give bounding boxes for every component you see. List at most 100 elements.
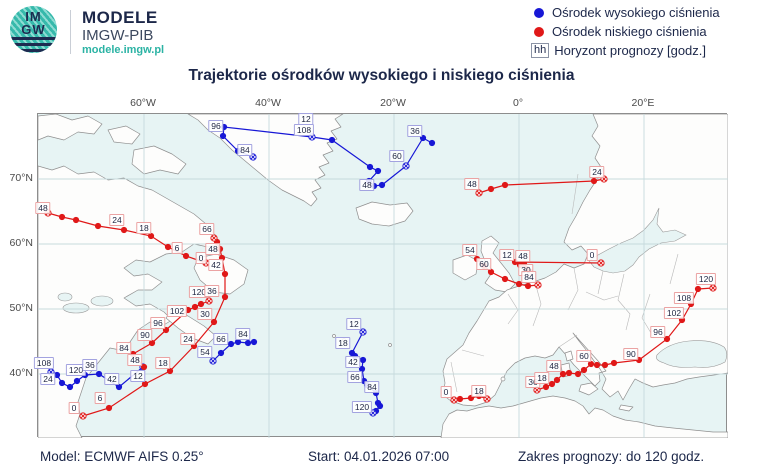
track-point	[378, 181, 386, 189]
track-point	[501, 181, 509, 189]
track-point	[487, 185, 495, 193]
footer-model: Model: ECMWF AIFS 0.25°	[40, 449, 204, 464]
brand-url-link[interactable]: modele.imgw.pl	[82, 44, 165, 56]
cross-mark-icon	[370, 410, 376, 416]
track-point	[694, 285, 702, 293]
brand-divider	[70, 10, 71, 54]
track-point	[234, 338, 242, 346]
track-point	[548, 380, 556, 388]
basemap	[38, 114, 728, 438]
track-point	[480, 262, 488, 270]
footer-start: Start: 04.01.2026 07:00	[308, 449, 450, 464]
cross-mark-icon	[211, 235, 217, 241]
track-point	[58, 213, 66, 221]
lon-tick-label: 0°	[512, 97, 524, 109]
track-point	[164, 243, 172, 251]
track-point	[94, 222, 102, 230]
cross-mark-icon	[451, 397, 457, 403]
track-point	[587, 360, 595, 368]
track-point	[593, 361, 601, 369]
track-point	[419, 134, 427, 142]
track-point	[182, 252, 190, 260]
cross-mark-icon	[250, 154, 256, 160]
track-point	[221, 270, 229, 278]
track-point	[66, 383, 74, 391]
track-point	[72, 216, 80, 224]
track-point	[363, 381, 371, 389]
high-pressure-dot-icon	[534, 7, 544, 18]
track-point	[559, 370, 567, 378]
track-point	[250, 338, 258, 346]
track-point	[663, 335, 671, 343]
track-point	[95, 370, 103, 378]
legend-label-low: Ośrodek niskiego ciśnienia	[552, 24, 707, 39]
track-point	[115, 383, 123, 391]
track-point	[105, 404, 113, 412]
track-point	[526, 268, 534, 276]
track-point	[191, 303, 199, 311]
trajectory-low	[478, 178, 605, 194]
hour-box-icon: hh	[531, 43, 550, 58]
track-point	[553, 376, 561, 384]
track-point	[601, 361, 609, 369]
page-title: Trajektorie ośrodków wysokiego i niskieg…	[188, 67, 575, 84]
logo-line2: GW	[21, 22, 46, 37]
lon-tick-label: 60°W	[130, 97, 156, 109]
track-point	[141, 380, 149, 388]
track-point	[190, 342, 198, 350]
track-point	[359, 356, 367, 364]
track-point	[515, 280, 523, 288]
track-point	[635, 356, 643, 364]
cross-mark-icon	[534, 387, 540, 393]
track-point	[467, 394, 475, 402]
track-point	[580, 366, 588, 374]
lat-tick-label: 40°N	[9, 367, 33, 379]
cross-mark-icon	[403, 163, 409, 169]
legend-item-low: Ośrodek niskiego ciśnienia	[530, 22, 720, 41]
track-point	[166, 367, 174, 375]
track-point	[197, 300, 205, 308]
legend-label-high: Ośrodek wysokiego ciśnienia	[552, 5, 720, 20]
track-point	[610, 359, 618, 367]
footer-range: Zakres prognozy: do 120 godz.	[518, 449, 705, 464]
track-point	[244, 339, 252, 347]
cross-mark-icon	[598, 260, 604, 266]
cross-mark-icon	[80, 413, 86, 419]
track-point	[574, 370, 582, 378]
imgw-logo-icon: IM GW	[10, 6, 57, 53]
track-point	[58, 379, 66, 387]
track-point	[456, 395, 464, 403]
lat-tick-label: 50°N	[9, 302, 33, 314]
track-point	[376, 402, 384, 410]
track-point	[129, 350, 137, 358]
legend-item-high: Ośrodek wysokiego ciśnienia	[530, 3, 720, 22]
track-point	[365, 177, 373, 185]
cross-mark-icon	[476, 190, 482, 196]
track-point	[140, 363, 148, 371]
cross-mark-icon	[601, 176, 607, 182]
track-point	[148, 339, 156, 347]
cross-mark-icon	[710, 285, 716, 291]
track-point	[162, 326, 170, 334]
lon-tick-label: 20°E	[631, 97, 655, 109]
track-point	[234, 147, 242, 155]
track-point	[328, 136, 336, 144]
cross-mark-icon	[210, 358, 216, 364]
track-point	[73, 377, 81, 385]
cross-mark-icon	[484, 396, 490, 402]
track-point	[501, 275, 509, 283]
lat-tick-label: 60°N	[9, 237, 33, 249]
brand-subtitle: IMGW-PIB	[82, 27, 154, 44]
track-point	[216, 245, 224, 253]
track-point	[210, 318, 218, 326]
track-point	[590, 177, 598, 185]
track-point	[487, 268, 495, 276]
lon-tick-label: 40°W	[255, 97, 281, 109]
track-point	[221, 293, 229, 301]
track-point	[220, 123, 228, 131]
track-point	[218, 254, 226, 262]
brand-title: MODELE	[82, 8, 158, 27]
track-point	[351, 352, 359, 360]
legend-item-horizon: hh Horyzont prognozy [godz.]	[530, 41, 720, 60]
